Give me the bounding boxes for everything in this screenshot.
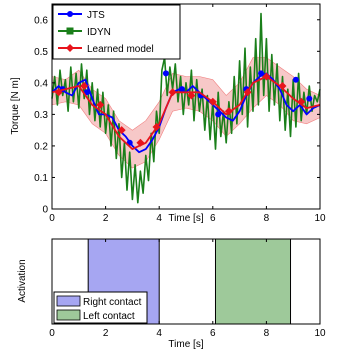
series-learned-model xyxy=(51,72,321,150)
y-tick-label: 0.3 xyxy=(34,110,48,121)
legend-jts-label: JTS xyxy=(87,10,105,21)
torque-series xyxy=(51,12,321,204)
legend-left-contact-label: Left contact xyxy=(83,311,135,322)
legend-jts-marker xyxy=(67,11,73,17)
point-jts xyxy=(178,86,185,93)
x-tick-label: 0 xyxy=(49,328,55,339)
torque-x-axis-label: Time [s] xyxy=(168,213,203,224)
point-learned-model xyxy=(54,88,63,97)
x-tick-label: 4 xyxy=(156,213,162,224)
point-learned-model xyxy=(243,88,252,97)
point-jts xyxy=(292,76,299,83)
legend-idyn-marker xyxy=(66,27,74,35)
x-tick-label: 0 xyxy=(49,213,55,224)
point-learned-model xyxy=(187,91,196,100)
legend-learned-label: Learned model xyxy=(87,44,154,55)
point-learned-model xyxy=(117,126,126,135)
x-tick-label: 2 xyxy=(103,328,109,339)
x-tick-label: 8 xyxy=(264,328,270,339)
block-left-contact xyxy=(214,238,292,325)
x-tick-label: 2 xyxy=(103,213,109,224)
series-idyn xyxy=(51,12,321,204)
y-tick-label: 0.2 xyxy=(34,141,48,152)
activation-y-axis-label: Activation xyxy=(17,259,28,302)
torque-plot-frame xyxy=(51,3,321,210)
point-learned-model xyxy=(168,88,177,97)
x-tick-label: 10 xyxy=(314,213,326,224)
point-learned-model xyxy=(224,107,233,116)
legend-right-contact-swatch xyxy=(56,295,81,307)
y-tick-label: 0.5 xyxy=(34,47,48,58)
point-learned-model xyxy=(152,123,161,131)
point-learned-model xyxy=(136,138,145,147)
y-tick-label: 0.1 xyxy=(34,173,48,184)
x-tick-label: 8 xyxy=(264,213,270,224)
legend-right-contact-label: Right contact xyxy=(83,297,142,308)
y-tick-label: 0.4 xyxy=(34,78,48,89)
activation-legend: Right contact Left contact xyxy=(53,291,148,324)
legend-learned-marker xyxy=(66,44,74,52)
point-learned-model xyxy=(208,97,217,106)
point-learned-model xyxy=(278,82,287,90)
point-learned-model xyxy=(262,72,271,81)
activation-plot-frame xyxy=(51,238,321,325)
legend-idyn-label: IDYN xyxy=(87,27,111,38)
activation-x-axis-label: Time [s] xyxy=(168,339,203,350)
point-jts xyxy=(258,70,265,77)
x-tick-label: 10 xyxy=(314,328,326,339)
x-tick-label: 6 xyxy=(210,213,216,224)
x-tick-label: 4 xyxy=(156,328,162,339)
y-tick-label: 0.6 xyxy=(34,15,48,26)
point-jts xyxy=(306,95,313,102)
series-line-idyn xyxy=(51,12,321,204)
y-tick-label: 0 xyxy=(42,205,48,216)
point-learned-model xyxy=(96,100,105,109)
torque-y-axis-label: Torque [N m] xyxy=(10,77,21,134)
point-jts xyxy=(162,70,169,77)
point-jts xyxy=(215,111,222,118)
torque-legend: JTS IDYN Learned model xyxy=(52,4,181,60)
point-learned-model xyxy=(297,97,306,106)
x-tick-label: 6 xyxy=(210,328,216,339)
point-learned-model xyxy=(80,82,89,90)
legend-left-contact-swatch xyxy=(56,309,81,321)
series-line-learned-model xyxy=(51,75,321,150)
